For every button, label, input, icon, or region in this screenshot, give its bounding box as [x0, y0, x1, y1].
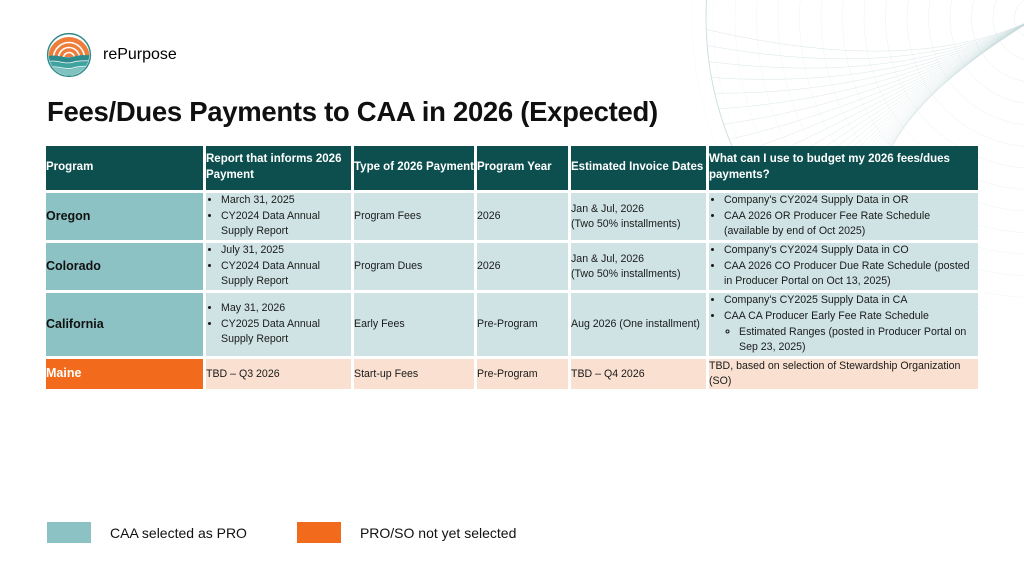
cell-budget-sources: Company's CY2024 Supply Data in ORCAA 20… — [709, 193, 978, 244]
fees-dues-table: Program Report that informs 2026 Payment… — [46, 146, 978, 390]
cell-invoice-dates: Jan & Jul, 2026 (Two 50% installments) — [571, 243, 709, 294]
column-header-report: Report that informs 2026 Payment — [206, 146, 354, 193]
repurpose-logo-icon — [46, 32, 92, 78]
table-body: OregonMarch 31, 2025CY2024 Data Annual S… — [46, 193, 978, 390]
cell-program-year: 2026 — [477, 193, 571, 244]
table-header-row: Program Report that informs 2026 Payment… — [46, 146, 978, 193]
cell-report: May 31, 2026CY2025 Data Annual Supply Re… — [206, 293, 354, 360]
cell-payment-type: Start-up Fees — [354, 359, 477, 390]
brand-name: rePurpose — [103, 46, 177, 63]
brand-lockup: rePurpose — [46, 32, 177, 78]
legend-item-caa-selected: CAA selected as PRO — [47, 522, 247, 543]
cell-budget-sources: TBD, based on selection of Stewardship O… — [709, 359, 978, 390]
legend-swatch-teal — [47, 522, 91, 543]
legend-label-caa-selected: CAA selected as PRO — [110, 524, 247, 541]
column-header-invoice-dates: Estimated Invoice Dates — [571, 146, 709, 193]
cell-program-colorado: Colorado — [46, 243, 206, 294]
cell-payment-type: Program Fees — [354, 193, 477, 244]
cell-budget-sources: Company's CY2024 Supply Data in COCAA 20… — [709, 243, 978, 294]
cell-report: July 31, 2025CY2024 Data Annual Supply R… — [206, 243, 354, 294]
column-header-payment-type: Type of 2026 Payment — [354, 146, 477, 193]
page-title: Fees/Dues Payments to CAA in 2026 (Expec… — [47, 96, 658, 127]
cell-program-year: 2026 — [477, 243, 571, 294]
cell-invoice-dates: Jan & Jul, 2026 (Two 50% installments) — [571, 193, 709, 244]
cell-invoice-dates: Aug 2026 (One installment) — [571, 293, 709, 360]
cell-program-year: Pre-Program — [477, 359, 571, 390]
cell-program-year: Pre-Program — [477, 293, 571, 360]
cell-program-maine: Maine — [46, 359, 206, 390]
legend-item-not-selected: PRO/SO not yet selected — [296, 522, 517, 543]
cell-payment-type: Early Fees — [354, 293, 477, 360]
legend-label-not-selected: PRO/SO not yet selected — [359, 524, 517, 541]
table-row: Maine TBD – Q3 2026 Start-up Fees Pre-Progr… — [46, 359, 978, 390]
column-header-program-year: Program Year — [477, 146, 571, 193]
cell-report: March 31, 2025CY2024 Data Annual Supply … — [206, 193, 354, 244]
column-header-program: Program — [46, 146, 206, 193]
table-row: CaliforniaMay 31, 2026CY2025 Data Annual… — [46, 293, 978, 360]
table-row: ColoradoJuly 31, 2025CY2024 Data Annual … — [46, 243, 978, 294]
cell-program-california: California — [46, 293, 206, 360]
cell-report: TBD – Q3 2026 — [206, 359, 354, 390]
table-row: OregonMarch 31, 2025CY2024 Data Annual S… — [46, 193, 978, 244]
legend: CAA selected as PRO PRO/SO not yet selec… — [47, 522, 516, 543]
legend-swatch-orange — [296, 522, 341, 543]
column-header-budget-sources: What can I use to budget my 2026 fees/du… — [709, 146, 978, 193]
cell-program-oregon: Oregon — [46, 193, 206, 244]
cell-payment-type: Program Dues — [354, 243, 477, 294]
cell-invoice-dates: TBD – Q4 2026 — [571, 359, 709, 390]
cell-budget-sources: Company's CY2025 Supply Data in CACAA CA… — [709, 293, 978, 360]
